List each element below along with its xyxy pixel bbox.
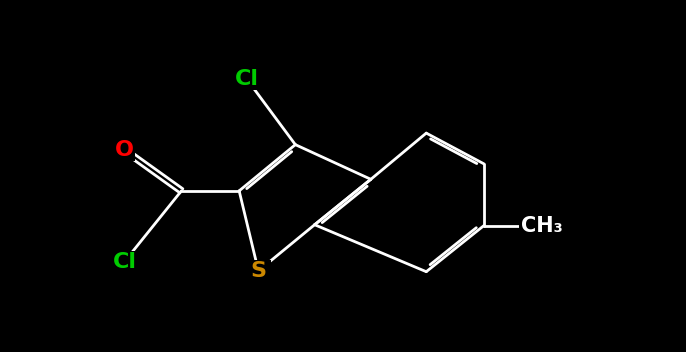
Bar: [246, 260, 271, 282]
Text: Cl: Cl: [113, 252, 137, 272]
Bar: [109, 251, 140, 272]
Text: Cl: Cl: [235, 69, 259, 89]
Bar: [231, 68, 262, 90]
Bar: [114, 139, 135, 161]
Text: O: O: [115, 140, 134, 160]
Text: CH₃: CH₃: [521, 215, 563, 235]
Text: S: S: [250, 261, 266, 281]
Bar: [519, 215, 565, 236]
